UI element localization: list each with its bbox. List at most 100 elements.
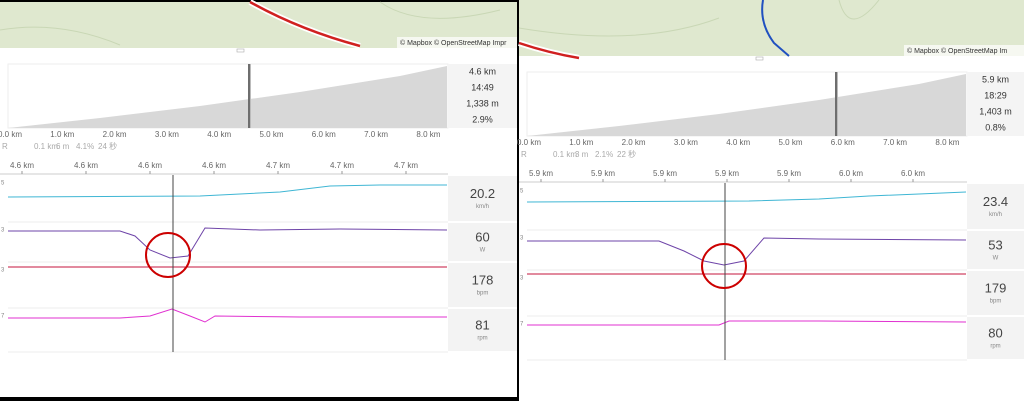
stream-unit: km/h (989, 212, 1002, 218)
value-box (448, 263, 517, 307)
segment-info: 4.1% (76, 142, 94, 151)
segment-info: R (521, 150, 527, 159)
value-box (967, 271, 1024, 315)
stat-value: 14:49 (471, 82, 494, 92)
zoom-tick-label: 4.6 km (10, 161, 34, 170)
elevation-tick-label: 8.0 km (416, 130, 440, 139)
stream-unit: bpm (477, 291, 489, 297)
elevation-tick-label: 1.0 km (50, 130, 74, 139)
bottom-strip (0, 397, 519, 401)
panel: © Mapbox © OpenStreetMap Im0.0 km 1.0 km 2… (517, 0, 1024, 361)
stream-unit: W (480, 248, 486, 254)
stream-axis-label: 3 (1, 268, 5, 274)
stat-value: 2.9% (472, 114, 493, 124)
stream-unit: rpm (990, 344, 1000, 350)
elevation-tick-label: 4.0 km (207, 130, 231, 139)
stream-line (8, 308, 447, 323)
segment-info: R (2, 142, 8, 151)
stream-value: 81 (475, 317, 489, 332)
stream-line (527, 237, 967, 266)
segment-info: 2.1% (595, 150, 613, 159)
stream-unit: bpm (990, 299, 1002, 305)
map-contour (0, 1, 501, 46)
segment-info: 22 秒 (617, 149, 636, 159)
elevation-tick-label: 6.0 km (312, 130, 336, 139)
zoom-tick-label: 5.9 km (591, 169, 615, 178)
elevation-tick-label: 0.0 km (0, 130, 22, 139)
stream-value: 80 (988, 325, 1002, 340)
stream-value: 53 (988, 237, 1002, 252)
value-box (967, 317, 1024, 359)
map-attribution: © Mapbox © OpenStreetMap Im (907, 47, 1007, 55)
stream-line (8, 227, 448, 259)
route-blue (761, 0, 790, 57)
elevation-tick-label: 2.0 km (103, 130, 127, 139)
stream-value: 178 (472, 272, 494, 287)
stat-value: 0.8% (985, 122, 1006, 132)
zoom-tick-label: 4.7 km (394, 161, 418, 170)
drag-handle (755, 56, 764, 61)
route (518, 41, 580, 60)
elevation-tick-label: 2.0 km (622, 138, 646, 147)
stream-axis-label: 7 (520, 322, 524, 328)
zoom-tick-label: 6.0 km (901, 169, 925, 178)
value-box (448, 309, 517, 351)
map-attribution: © Mapbox © OpenStreetMap Impr (400, 39, 507, 47)
elevation-area (527, 74, 966, 136)
elevation-tick-label: 0.0 km (517, 138, 541, 147)
zoom-tick-label: 4.6 km (138, 161, 162, 170)
attribution-bg (397, 37, 517, 48)
elevation-tick-label: 7.0 km (883, 138, 907, 147)
stat-value: 5.9 km (982, 74, 1009, 84)
elevation-tick-label: 1.0 km (569, 138, 593, 147)
stream-value: 179 (985, 280, 1007, 295)
elevation-tick-label: 3.0 km (155, 130, 179, 139)
stream-unit: km/h (476, 204, 489, 210)
divider (517, 0, 519, 401)
stream-unit: W (993, 256, 999, 262)
stat-value: 1,403 m (979, 106, 1012, 116)
stream-unit: rpm (477, 336, 487, 342)
segment-info: 3 m (575, 150, 589, 159)
segment-info: 0.1 km (34, 142, 58, 151)
stream-value: 20.2 (470, 186, 495, 201)
elevation-tick-label: 8.0 km (935, 138, 959, 147)
elevation-tick-label: 5.0 km (778, 138, 802, 147)
stat-value: 4.6 km (469, 66, 496, 76)
segment-info: 24 秒 (98, 141, 117, 151)
zoom-tick-label: 5.9 km (777, 169, 801, 178)
stream-line (526, 191, 967, 203)
stream-value: 23.4 (983, 194, 1008, 209)
zoom-tick-label: 4.6 km (74, 161, 98, 170)
map-contour (518, 0, 880, 37)
zoom-tick-label: 5.9 km (715, 169, 739, 178)
stat-value: 18:29 (984, 90, 1007, 100)
stats-box (967, 72, 1024, 136)
zoom-tick-label: 6.0 km (839, 169, 863, 178)
stream-line (7, 184, 447, 198)
route (249, 0, 361, 48)
value-box (967, 231, 1024, 269)
segment-info: 6 m (56, 142, 70, 151)
zoom-tick-label: 4.7 km (330, 161, 354, 170)
drag-handle (236, 48, 245, 53)
zoom-tick-label: 5.9 km (653, 169, 677, 178)
highlight-circle (701, 243, 747, 289)
value-box (967, 184, 1024, 229)
stream-axis-label: 3 (1, 228, 5, 234)
elevation-area (8, 66, 447, 128)
elevation-tick-label: 7.0 km (364, 130, 388, 139)
highlight-circle (145, 232, 191, 278)
stream-axis-label: 3 (520, 236, 524, 242)
stats-box (448, 64, 517, 128)
elevation-tick-label: 3.0 km (674, 138, 698, 147)
stream-value: 60 (475, 229, 489, 244)
panel: © Mapbox © OpenStreetMap Impr 0.0 km 1.0 k… (0, 0, 517, 353)
value-box (448, 176, 517, 221)
elevation-tick-label: 5.0 km (259, 130, 283, 139)
elevation-tick-label: 6.0 km (831, 138, 855, 147)
value-box (448, 223, 517, 261)
segment-info: 0.1 km (553, 150, 577, 159)
attribution-bg (904, 45, 1024, 56)
zoom-tick-label: 4.7 km (266, 161, 290, 170)
